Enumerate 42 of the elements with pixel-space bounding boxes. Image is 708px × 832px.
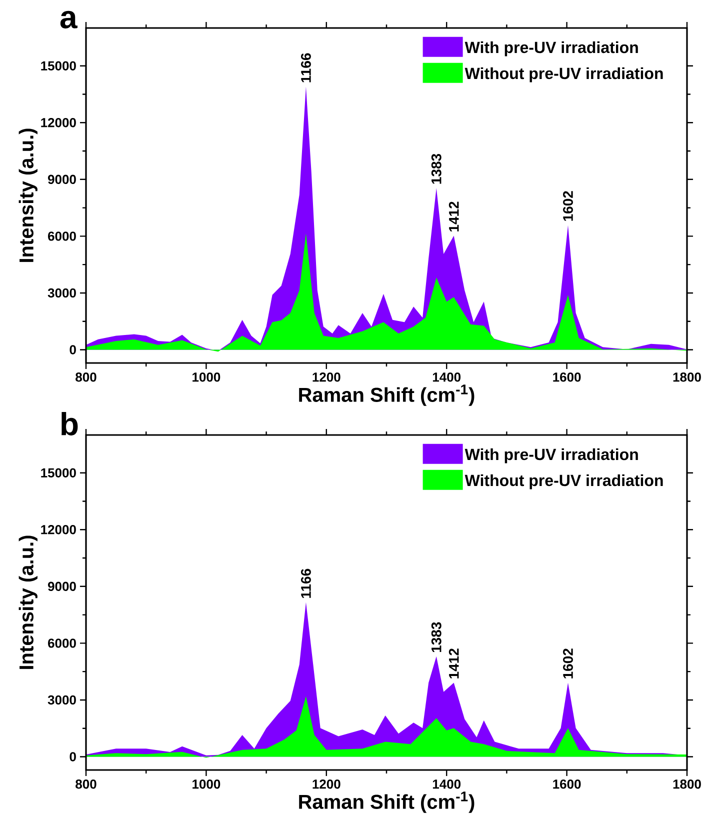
x-tick-label: 1600	[553, 372, 581, 382]
legend-label: With pre-UV irradiation	[464, 41, 638, 56]
legend-label: Without pre-UV irradiation	[464, 67, 663, 82]
y-tick-label: 6000	[48, 638, 76, 648]
y-tick-label: 3000	[48, 695, 76, 705]
y-axis-title: Intensity (a.u.)	[18, 536, 38, 669]
x-tick-label: 1000	[192, 372, 220, 382]
y-tick-label: 0	[70, 345, 76, 354]
x-tick-label: 1400	[432, 372, 461, 382]
x-tick-label: 1000	[192, 780, 220, 789]
x-tick-label: 1800	[673, 780, 701, 789]
chart-title: b	[62, 412, 78, 436]
chart-title: a	[60, 10, 78, 28]
y-tick-label: 15000	[41, 61, 76, 70]
annotation: 1383	[431, 154, 442, 184]
x-tick-label: 1200	[312, 372, 340, 382]
x-axis-title: Raman Shift (cm$^{-1}$)	[299, 384, 474, 406]
x-tick-label: 800	[76, 372, 96, 382]
y-tick-label: 0	[70, 752, 76, 762]
y-tick-label: 9000	[48, 174, 76, 184]
annotation: 1166	[300, 53, 311, 82]
x-axis-title: Raman Shift (cm$^{-1}$)	[299, 792, 474, 813]
y-tick-label: 12000	[41, 525, 76, 534]
annotation: 1383	[431, 622, 442, 652]
x-tick-label: 800	[76, 780, 96, 789]
y-tick-label: 6000	[48, 232, 76, 241]
annotation: 1602	[563, 191, 573, 221]
y-tick-label: 3000	[48, 288, 76, 298]
x-tick-label: 1200	[312, 780, 340, 789]
x-tick-label: 1600	[553, 780, 581, 789]
annotation: 1412	[448, 648, 459, 678]
y-axis-title: Intensity (a.u.)	[18, 128, 38, 262]
y-tick-label: 12000	[41, 118, 76, 128]
y-tick-label: 15000	[41, 468, 76, 478]
legend-label: With pre-UV irradiation	[464, 448, 638, 464]
y-tick-label: 9000	[48, 582, 76, 592]
x-tick-label: 1800	[673, 372, 701, 382]
annotation: 1412	[448, 202, 459, 232]
annotation: 1166	[300, 568, 311, 598]
annotation: 1602	[563, 648, 573, 678]
x-tick-label: 1400	[432, 780, 461, 789]
legend-label: Without pre-UV irradiation	[464, 474, 663, 490]
